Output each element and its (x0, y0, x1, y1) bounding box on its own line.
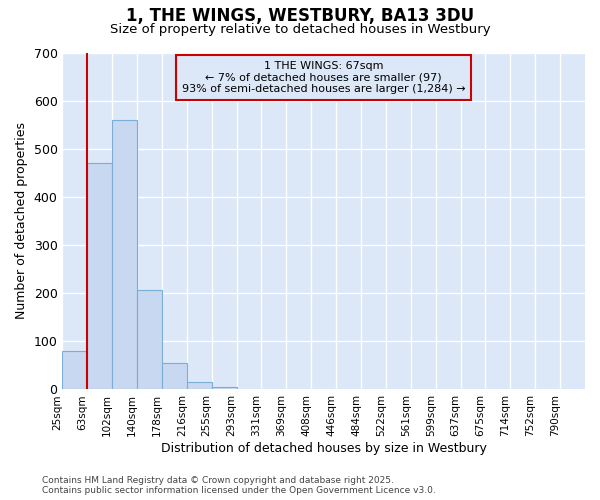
Bar (62, 351, 88, 390)
X-axis label: Distribution of detached houses by size in Westbury: Distribution of detached houses by size … (161, 442, 487, 455)
Bar (88, 163, 112, 390)
Bar (212, 387, 236, 390)
Bar (187, 382, 212, 390)
Text: Contains HM Land Registry data © Crown copyright and database right 2025.
Contai: Contains HM Land Registry data © Crown c… (42, 476, 436, 495)
Bar (112, 120, 137, 390)
Text: 1 THE WINGS: 67sqm
← 7% of detached houses are smaller (97)
93% of semi-detached: 1 THE WINGS: 67sqm ← 7% of detached hous… (182, 61, 466, 94)
Text: 1, THE WINGS, WESTBURY, BA13 3DU: 1, THE WINGS, WESTBURY, BA13 3DU (126, 8, 474, 26)
Y-axis label: Number of detached properties: Number of detached properties (15, 122, 28, 320)
Bar (137, 290, 162, 390)
Text: Size of property relative to detached houses in Westbury: Size of property relative to detached ho… (110, 22, 490, 36)
Bar (162, 363, 187, 390)
